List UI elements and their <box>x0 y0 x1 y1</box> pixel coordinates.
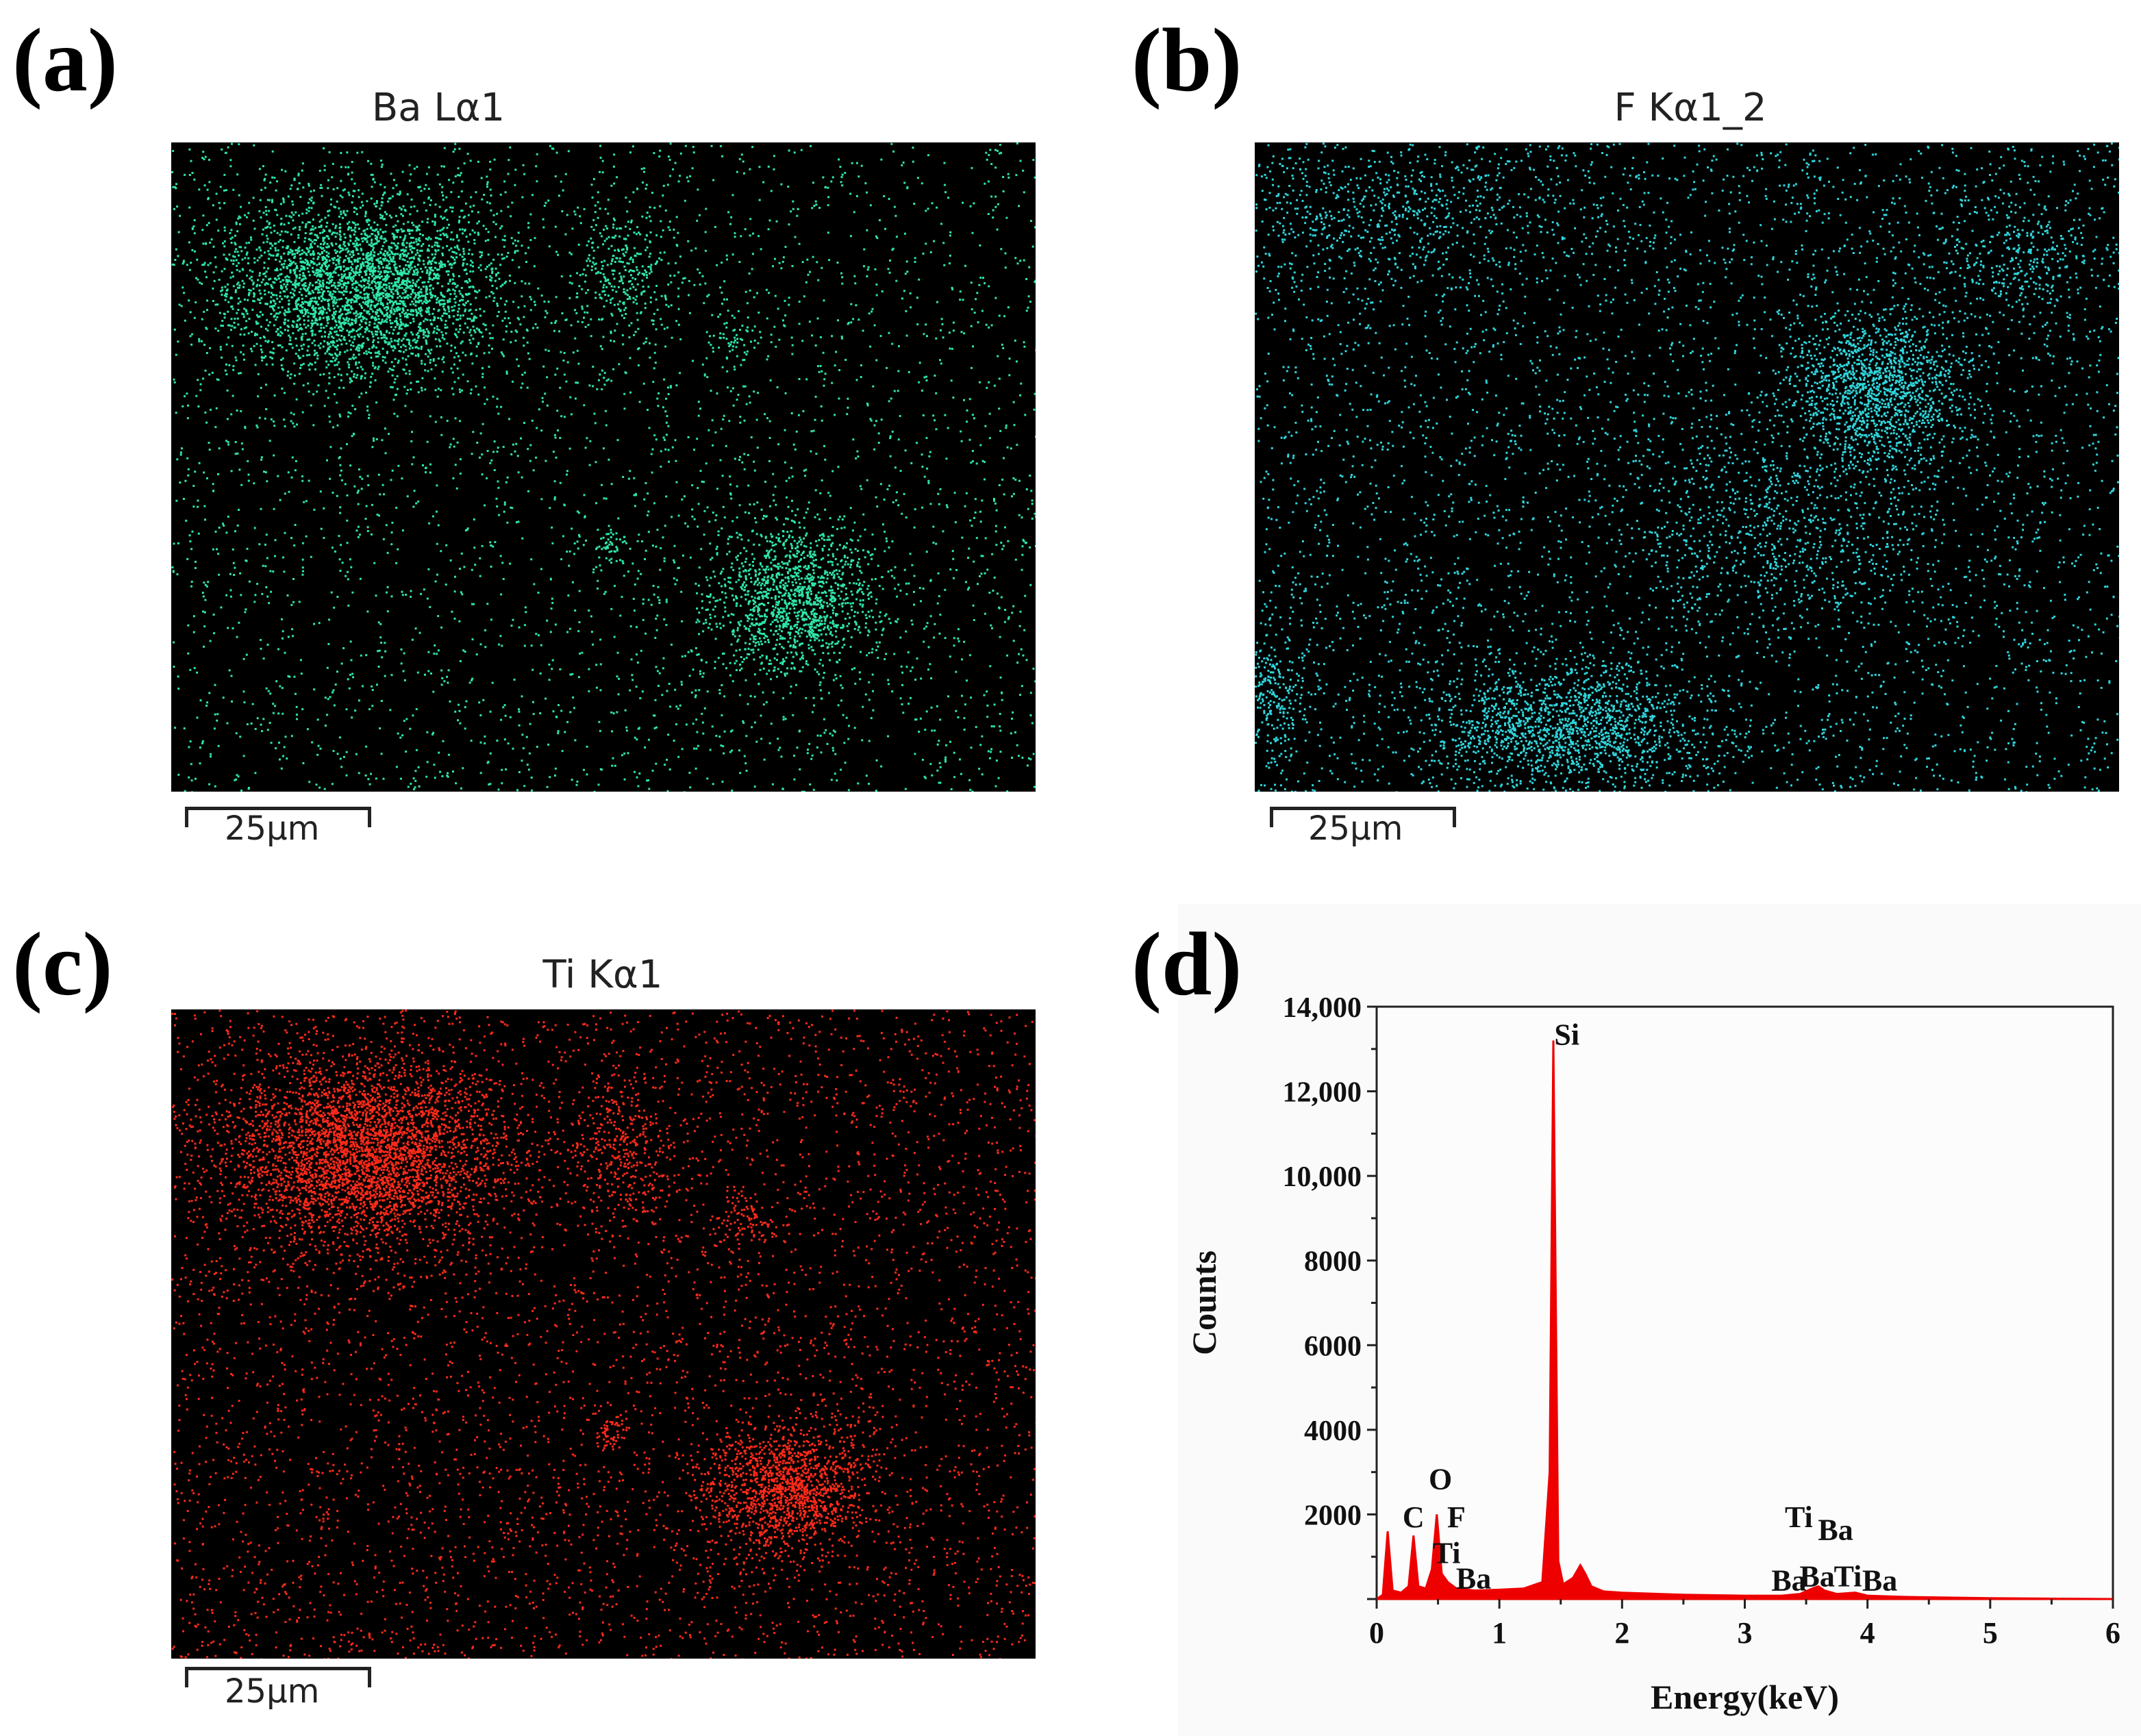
y-tick-label: 6000 <box>1304 1331 1362 1362</box>
peak-label: Ti <box>1834 1559 1862 1593</box>
f-elemental-map <box>1255 142 2119 792</box>
panel-b-scale-bar <box>1270 807 1456 827</box>
peak-label: O <box>1429 1462 1452 1496</box>
panel-a-letter: (a) <box>12 10 118 110</box>
panel-a-scale-label: 25μm <box>225 809 320 848</box>
ti-elemental-map <box>171 1009 1036 1659</box>
y-tick-label: 4000 <box>1304 1416 1362 1447</box>
x-axis-label: Energy(keV) <box>1651 1678 1839 1716</box>
eds-spectrum-chart: 0 1 2 3 4 5 6 2000 4000 6000 8000 10,000 12,000 14,00… <box>1185 992 2120 1716</box>
panel-c-title: Ti Kα1 <box>542 953 663 997</box>
panel-b-letter: (b) <box>1131 10 1242 110</box>
x-tick-label: 6 <box>2105 1616 2120 1650</box>
ba-elemental-map <box>171 142 1036 792</box>
peak-label: Ba <box>1800 1559 1835 1593</box>
map-a-dots <box>171 142 1036 792</box>
peak-label: Ba <box>1862 1564 1897 1598</box>
x-tick-label: 1 <box>1492 1616 1507 1650</box>
panel-c-scale-bar <box>185 1667 371 1687</box>
peak-label: Ba <box>1771 1564 1806 1598</box>
panel-d-letter: (d) <box>1131 914 1242 1014</box>
peak-label: C <box>1403 1500 1425 1534</box>
peak-label: F <box>1447 1500 1466 1534</box>
map-b-dots <box>1255 142 2119 792</box>
eds-spectrum-panel: 0 1 2 3 4 5 6 2000 4000 6000 8000 10,000 12,000 14,00… <box>1178 904 2141 1736</box>
x-tick-label: 5 <box>1983 1616 1998 1650</box>
x-tick-label: 2 <box>1614 1616 1629 1650</box>
y-tick-label: 2000 <box>1304 1500 1362 1531</box>
x-tick-label: 0 <box>1369 1616 1384 1650</box>
spectrum-series <box>1373 1040 2114 1600</box>
panel-a-scale-bar <box>185 807 371 827</box>
peak-label: Ba <box>1456 1562 1491 1596</box>
y-tick-label: 10,000 <box>1283 1161 1362 1193</box>
y-axis-label: Counts <box>1185 1250 1223 1355</box>
peak-label: Ti <box>1785 1500 1813 1534</box>
panel-c-scale-label: 25μm <box>225 1672 320 1711</box>
panel-b-scale-label: 25μm <box>1308 809 1403 848</box>
peak-label: Ba <box>1818 1513 1853 1547</box>
peak-label: Ti <box>1433 1536 1461 1570</box>
x-tick-label: 3 <box>1738 1616 1753 1650</box>
panel-b-title: F Kα1_2 <box>1614 86 1767 130</box>
map-c-dots <box>171 1009 1036 1659</box>
panel-a-title: Ba Lα1 <box>371 86 505 130</box>
plot-frame <box>1375 1005 2114 1600</box>
y-tick-label: 8000 <box>1304 1246 1362 1278</box>
panel-c-letter: (c) <box>12 914 113 1014</box>
y-tick-label: 14,000 <box>1283 992 1362 1024</box>
y-tick-label: 12,000 <box>1283 1077 1362 1109</box>
peak-label: Si <box>1554 1018 1579 1052</box>
x-tick-label: 4 <box>1860 1616 1875 1650</box>
